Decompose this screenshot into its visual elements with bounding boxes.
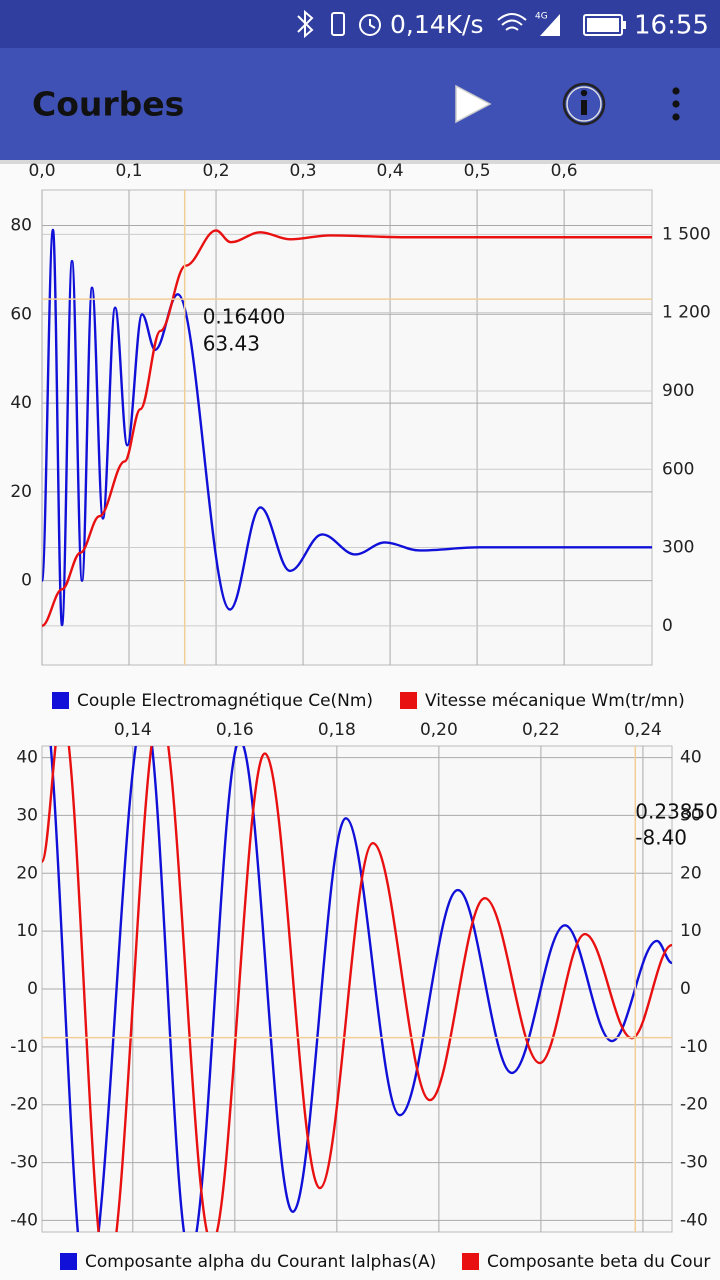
y-tick-label: 40 bbox=[10, 393, 32, 413]
legend-label: Composante alpha du Courant Ialphas(A) bbox=[85, 1252, 436, 1272]
y2-tick-label: 300 bbox=[662, 538, 694, 558]
legend-swatch bbox=[400, 692, 417, 709]
y2-tick-label: 20 bbox=[680, 863, 702, 883]
x-tick-label: 0,3 bbox=[290, 161, 317, 181]
y2-tick-label: 600 bbox=[662, 459, 694, 479]
x-tick-label: 0,18 bbox=[318, 720, 356, 740]
y2-tick-label: -30 bbox=[680, 1153, 708, 1173]
plot-curves bbox=[42, 746, 672, 1232]
clock: 16:55 bbox=[634, 11, 709, 41]
info-ring bbox=[562, 82, 606, 126]
y2-tick-label: -10 bbox=[680, 1037, 708, 1057]
y2-tick-label: 30 bbox=[680, 805, 702, 825]
info-stem bbox=[581, 100, 587, 115]
y2-tick-label: 10 bbox=[680, 921, 702, 941]
app-bar-shadow bbox=[0, 160, 720, 164]
legend-label: Vitesse mécanique Wm(tr/mn) bbox=[425, 691, 685, 711]
y-tick-label: -20 bbox=[10, 1095, 38, 1115]
x-tick-label: 0,0 bbox=[28, 161, 55, 181]
app-bar bbox=[0, 48, 720, 160]
status-icons bbox=[297, 9, 623, 39]
legend-label: Couple Electromagnétique Ce(Nm) bbox=[77, 691, 373, 711]
x-tick-label: 0,2 bbox=[203, 161, 230, 181]
x-tick-label: 0,20 bbox=[420, 720, 458, 740]
crosshair-y-label: -8.40 bbox=[635, 826, 687, 850]
y-tick-label: 20 bbox=[10, 482, 32, 502]
y2-tick-label: 40 bbox=[680, 748, 702, 768]
series-line bbox=[42, 746, 672, 1232]
x-tick-label: 0,6 bbox=[551, 161, 578, 181]
crosshair-y-label: 63.43 bbox=[203, 332, 260, 356]
y-tick-label: 0 bbox=[27, 979, 38, 999]
x-tick-label: 0,16 bbox=[216, 720, 254, 740]
x-tick-label: 0,14 bbox=[114, 720, 152, 740]
x-tick-label: 0,5 bbox=[464, 161, 491, 181]
battery-tip bbox=[622, 21, 626, 29]
crosshair-x-label: 0.23850 bbox=[635, 800, 718, 824]
x-tick-label: 0,22 bbox=[522, 720, 560, 740]
app-title: Courbes bbox=[32, 85, 184, 124]
y2-tick-label: 900 bbox=[662, 381, 694, 401]
signal-icon bbox=[540, 14, 560, 36]
vibrate-icon bbox=[331, 12, 345, 36]
network-speed: 0,14K/s bbox=[390, 10, 484, 39]
menu-dot bbox=[672, 87, 680, 95]
battery-level bbox=[587, 18, 619, 32]
alarm-hands bbox=[369, 19, 376, 29]
series-line bbox=[42, 228, 652, 627]
info-button[interactable] bbox=[562, 82, 606, 126]
play-button[interactable] bbox=[455, 84, 492, 124]
alarm-icon bbox=[359, 14, 381, 36]
bluetooth-icon bbox=[297, 9, 314, 39]
y2-tick-label: 1 200 bbox=[662, 303, 711, 323]
plot-curves bbox=[42, 228, 652, 628]
overflow-menu[interactable] bbox=[672, 87, 680, 121]
y2-tick-label: -20 bbox=[680, 1095, 708, 1115]
x-tick-label: 0,24 bbox=[624, 720, 662, 740]
menu-dot bbox=[672, 100, 680, 108]
y2-tick-label: -40 bbox=[680, 1210, 708, 1230]
y-tick-label: 40 bbox=[16, 748, 38, 768]
y-tick-label: -30 bbox=[10, 1153, 38, 1173]
y-tick-label: 20 bbox=[16, 863, 38, 883]
y-tick-label: 80 bbox=[10, 216, 32, 236]
plot-area bbox=[41, 189, 653, 666]
info-dot bbox=[580, 89, 588, 97]
series-line bbox=[42, 229, 652, 628]
y-tick-label: -40 bbox=[10, 1210, 38, 1230]
y-tick-label: 10 bbox=[16, 921, 38, 941]
wifi-icon bbox=[497, 13, 527, 31]
x-tick-label: 0,1 bbox=[115, 161, 142, 181]
y-tick-label: -10 bbox=[10, 1037, 38, 1057]
legend-label: Composante beta du Cour bbox=[487, 1252, 710, 1272]
y2-tick-label: 0 bbox=[662, 616, 673, 636]
x-tick-label: 0,4 bbox=[377, 161, 404, 181]
y-tick-label: 0 bbox=[21, 571, 32, 591]
series-line bbox=[49, 746, 672, 1232]
y-tick-label: 60 bbox=[10, 304, 32, 324]
legend-swatch bbox=[52, 692, 69, 709]
menu-dot bbox=[672, 113, 680, 121]
y-tick-label: 30 bbox=[16, 805, 38, 825]
info-inner bbox=[566, 86, 602, 122]
network-type: 4G bbox=[535, 12, 548, 22]
y2-tick-label: 1 500 bbox=[662, 224, 711, 244]
y2-tick-label: 0 bbox=[680, 979, 691, 999]
legend-swatch bbox=[462, 1253, 479, 1270]
legend-swatch bbox=[60, 1253, 77, 1270]
crosshair-x-label: 0.16400 bbox=[203, 305, 286, 329]
